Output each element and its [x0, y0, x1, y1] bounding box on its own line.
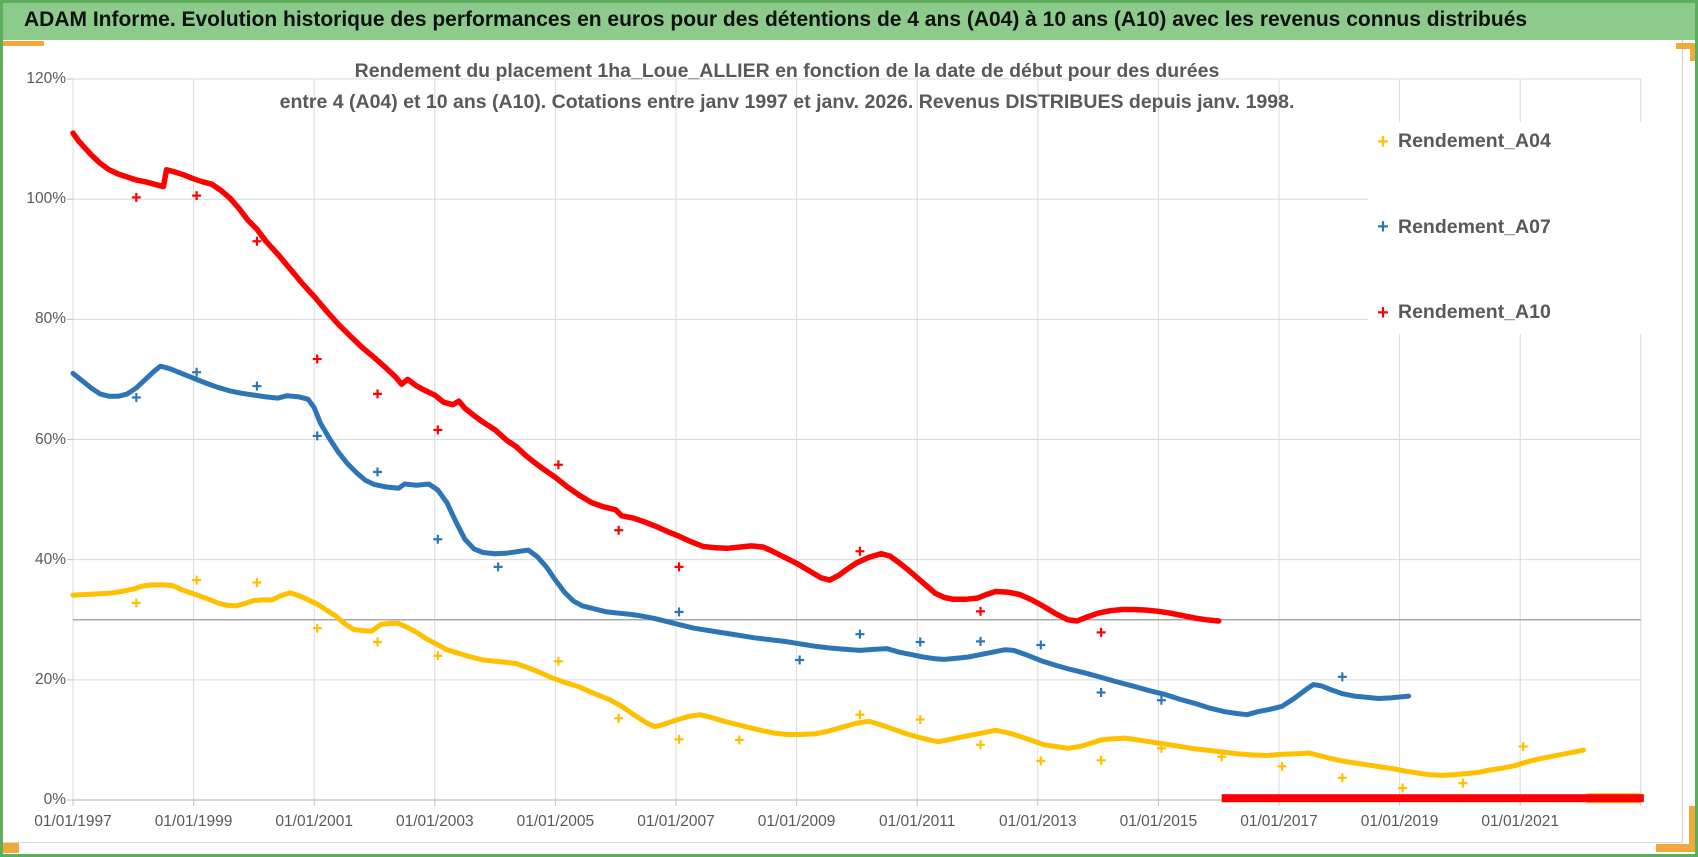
y-axis-tick-label: 40%: [34, 550, 66, 568]
selection-handle-top-left: [0, 41, 44, 46]
x-axis-tick-label: 01/01/2005: [516, 813, 595, 830]
x-axis-tick-label: 01/01/2017: [1240, 813, 1318, 830]
legend-item-rendement-a04[interactable]: + Rendement_A04: [1368, 130, 1660, 153]
x-axis-tick-label: 01/01/2009: [757, 813, 836, 830]
y-axis-tick-label: 60%: [34, 430, 66, 448]
legend-item-rendement-a07[interactable]: + Rendement_A07: [1368, 216, 1660, 239]
selection-handle-top-right-h: [1676, 43, 1698, 49]
plus-marker-icon: +: [1377, 216, 1389, 238]
y-axis-tick-label: 120%: [26, 70, 66, 88]
chart-title-line1: Rendement du placement 1ha_Loue_ALLIER e…: [354, 60, 1220, 82]
chart-legend: + Rendement_A04 + Rendement_A07 + Rendem…: [1368, 122, 1660, 334]
x-axis-tick-label: 01/01/1997: [34, 813, 112, 830]
y-axis-tick-label: 20%: [34, 670, 66, 688]
legend-item-rendement-a10[interactable]: + Rendement_A10: [1368, 301, 1660, 324]
chart-title: Rendement du placement 1ha_Loue_ALLIER e…: [77, 56, 1497, 118]
x-axis-tick-label: 01/01/2003: [396, 813, 474, 830]
x-axis-tick-label: 01/01/2021: [1481, 813, 1559, 830]
plus-marker-icon: +: [1377, 130, 1389, 153]
x-axis-tick-label: 01/01/2019: [1360, 813, 1439, 830]
chart-title-line2: entre 4 (A04) et 10 ans (A10). Cotations…: [279, 91, 1295, 113]
x-axis-tick-label: 01/01/2001: [275, 813, 353, 830]
selection-handle-top-right-v: [1690, 43, 1697, 61]
selection-handle-bottom-right-v: [1689, 806, 1697, 852]
x-axis-tick-label: 01/01/2015: [1119, 813, 1198, 830]
x-axis-tick-label: 01/01/2013: [999, 813, 1077, 830]
legend-label: Rendement_A04: [1398, 130, 1551, 152]
selection-handle-bottom-right-h: [1656, 844, 1697, 852]
y-axis-tick-label: 80%: [34, 310, 66, 328]
sheet-title-cell[interactable]: ADAM Informe. Evolution historique des p…: [0, 0, 1698, 40]
legend-label: Rendement_A07: [1398, 215, 1551, 238]
x-axis-tick-label: 01/01/2007: [637, 813, 715, 830]
plus-marker-icon: +: [1377, 301, 1389, 324]
x-axis-tick-label: 01/01/2011: [878, 813, 956, 830]
y-axis-tick-label: 0%: [43, 791, 66, 808]
legend-label: Rendement_A10: [1398, 301, 1551, 323]
selection-handle-bottom-left: [0, 843, 19, 853]
y-axis-tick-label: 100%: [26, 190, 66, 208]
chart-object[interactable]: Rendement du placement 1ha_Loue_ALLIER e…: [2, 40, 1683, 843]
x-axis-tick-label: 01/01/1999: [154, 813, 233, 830]
